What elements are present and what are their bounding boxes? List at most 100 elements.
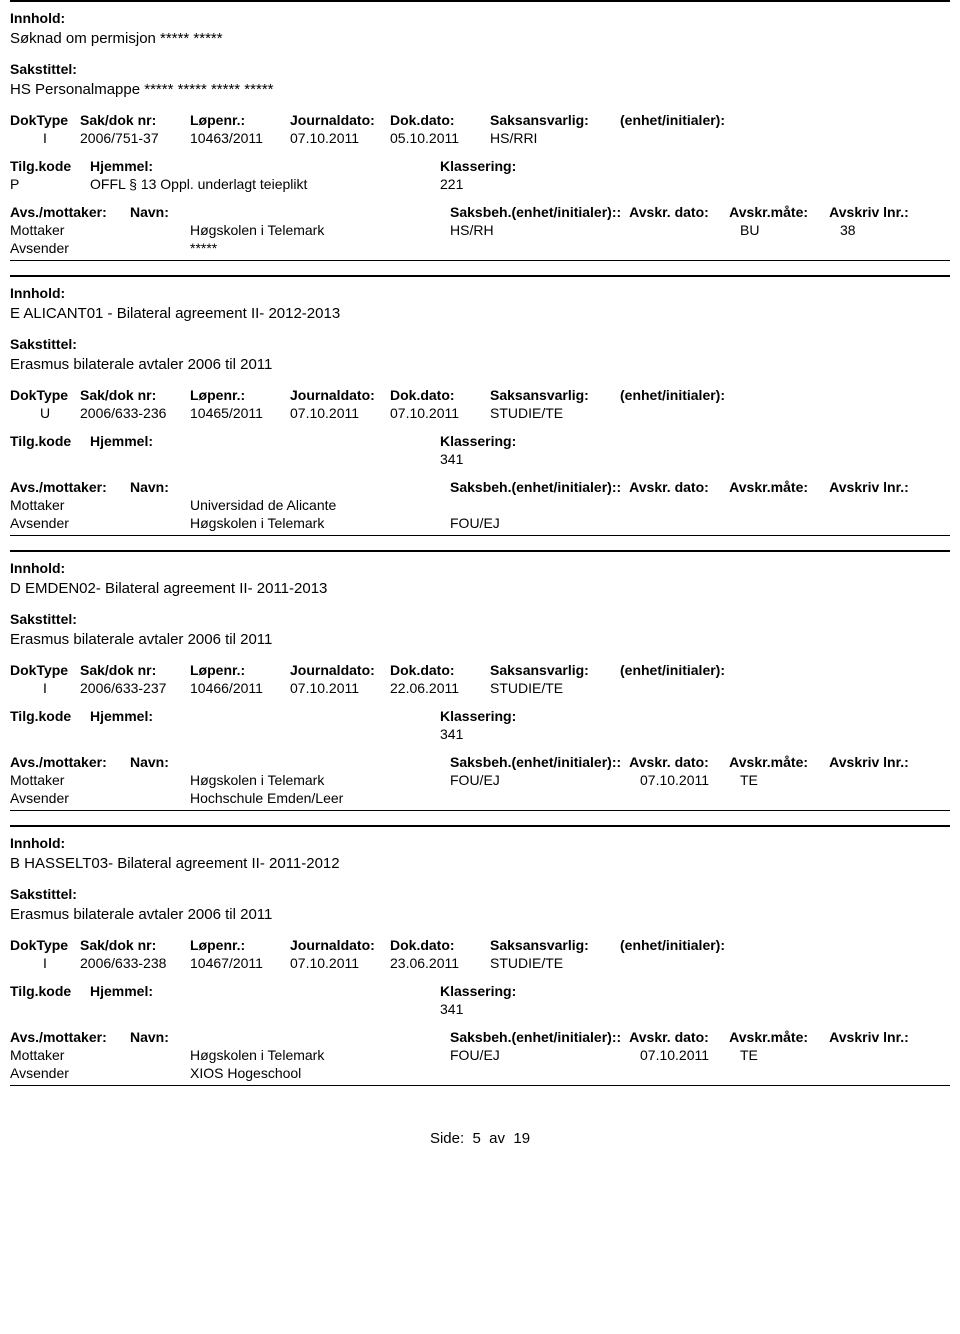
hdr-saksbeh: Saksbeh.(enhet/initialer):: <box>450 754 621 770</box>
hdr-saksbeh: Saksbeh.(enhet/initialer):: <box>450 204 621 220</box>
party-role: Avsender <box>10 240 130 256</box>
party-name: Høgskolen i Telemark <box>190 515 450 531</box>
party-role: Mottaker <box>10 772 130 788</box>
hdr-saksansvarlig: Saksansvarlig: <box>490 112 620 128</box>
val-hjemmel: OFFL § 13 Oppl. underlagt teieplikt <box>90 176 440 192</box>
tilg-header-row: Tilg.kode Hjemmel: Klassering: <box>10 708 950 724</box>
party-avskrlnr <box>840 790 935 806</box>
val-lopenr: 10463/2011 <box>190 130 290 146</box>
sakstittel-label: Sakstittel: <box>10 886 950 902</box>
party-row: Mottaker Høgskolen i Telemark HS/RH BU 3… <box>10 222 950 238</box>
party-name: ***** <box>190 240 450 256</box>
hdr-navn: Navn: <box>130 1029 190 1045</box>
hdr-avsmottaker: Avs./mottaker: <box>10 479 130 495</box>
val-hjemmel <box>90 726 440 742</box>
meta-header-row: DokType Sak/dok nr: Løpenr.: Journaldato… <box>10 937 950 953</box>
hdr-lopenr: Løpenr.: <box>190 662 290 678</box>
meta-header-row: DokType Sak/dok nr: Løpenr.: Journaldato… <box>10 662 950 678</box>
party-avskrdato <box>640 497 740 513</box>
val-saksansvarlig: STUDIE/TE <box>490 955 620 971</box>
val-saksansvarlig: STUDIE/TE <box>490 405 620 421</box>
hdr-avskrmate: Avskr.måte: <box>729 1029 829 1045</box>
val-tilgkode <box>10 451 90 467</box>
party-saksbeh <box>450 1065 555 1081</box>
hdr-doktype: DokType <box>10 937 80 953</box>
hdr-saksansvarlig: Saksansvarlig: <box>490 662 620 678</box>
val-dokdato: 05.10.2011 <box>390 130 490 146</box>
tilg-value-row: 341 <box>10 451 950 467</box>
party-header-row: Avs./mottaker: Navn: Saksbeh.(enhet/init… <box>10 204 950 220</box>
journal-record: Innhold: B HASSELT03- Bilateral agreemen… <box>10 825 950 1100</box>
party-avskrlnr <box>840 240 935 256</box>
hdr-sakdok: Sak/dok nr: <box>80 112 190 128</box>
hdr-dokdato: Dok.dato: <box>390 662 490 678</box>
hdr-avskrdato: Avskr. dato: <box>629 479 729 495</box>
party-name: Universidad de Alicante <box>190 497 450 513</box>
hdr-sakdok: Sak/dok nr: <box>80 387 190 403</box>
val-saksansvarlig: STUDIE/TE <box>490 680 620 696</box>
hdr-hjemmel: Hjemmel: <box>90 708 440 724</box>
tilg-value-row: P OFFL § 13 Oppl. underlagt teieplikt 22… <box>10 176 950 192</box>
party-avskrmate <box>740 790 840 806</box>
party-header-row: Avs./mottaker: Navn: Saksbeh.(enhet/init… <box>10 479 950 495</box>
party-avskrlnr <box>840 515 935 531</box>
hdr-enhet: (enhet/initialer): <box>620 112 750 128</box>
party-saksbeh <box>450 240 555 256</box>
hdr-sakdok: Sak/dok nr: <box>80 937 190 953</box>
hdr-sakdok: Sak/dok nr: <box>80 662 190 678</box>
val-doktype: I <box>10 130 80 146</box>
sakstittel-text: Erasmus bilaterale avtaler 2006 til 2011 <box>10 631 950 648</box>
val-klassering: 341 <box>440 726 660 742</box>
page-number: 5 <box>472 1130 480 1147</box>
party-name: Høgskolen i Telemark <box>190 1047 450 1063</box>
journal-record: Innhold: Søknad om permisjon ***** *****… <box>10 0 950 275</box>
party-row: Mottaker Universidad de Alicante <box>10 497 950 513</box>
val-lopenr: 10466/2011 <box>190 680 290 696</box>
hdr-tilgkode: Tilg.kode <box>10 708 90 724</box>
hdr-lopenr: Løpenr.: <box>190 112 290 128</box>
meta-value-row: I 2006/633-238 10467/2011 07.10.2011 23.… <box>10 955 950 971</box>
side-label: Side: <box>430 1130 464 1147</box>
party-role: Mottaker <box>10 222 130 238</box>
val-dokdato: 23.06.2011 <box>390 955 490 971</box>
tilg-header-row: Tilg.kode Hjemmel: Klassering: <box>10 158 950 174</box>
party-avskrdato: 07.10.2011 <box>640 772 740 788</box>
innhold-text: B HASSELT03- Bilateral agreement II- 201… <box>10 855 950 872</box>
sakstittel-label: Sakstittel: <box>10 611 950 627</box>
party-row: Mottaker Høgskolen i Telemark FOU/EJ 07.… <box>10 772 950 788</box>
party-avskrmate: BU <box>740 222 840 238</box>
hdr-doktype: DokType <box>10 662 80 678</box>
party-role: Avsender <box>10 790 130 806</box>
hdr-tilgkode: Tilg.kode <box>10 433 90 449</box>
record-separator <box>10 1085 950 1086</box>
val-jdato: 07.10.2011 <box>290 130 390 146</box>
hdr-klassering: Klassering: <box>440 983 660 999</box>
hdr-doktype: DokType <box>10 112 80 128</box>
hdr-tilgkode: Tilg.kode <box>10 158 90 174</box>
val-klassering: 341 <box>440 451 660 467</box>
val-tilgkode <box>10 726 90 742</box>
party-avskrmate <box>740 1065 840 1081</box>
meta-value-row: I 2006/633-237 10466/2011 07.10.2011 22.… <box>10 680 950 696</box>
party-row: Avsender Hochschule Emden/Leer <box>10 790 950 806</box>
tilg-header-row: Tilg.kode Hjemmel: Klassering: <box>10 433 950 449</box>
tilg-value-row: 341 <box>10 726 950 742</box>
party-avskrlnr <box>840 1065 935 1081</box>
hdr-klassering: Klassering: <box>440 158 660 174</box>
hdr-avskrmate: Avskr.måte: <box>729 479 829 495</box>
hdr-klassering: Klassering: <box>440 708 660 724</box>
hdr-hjemmel: Hjemmel: <box>90 983 440 999</box>
party-saksbeh <box>450 497 555 513</box>
party-avskrdato <box>640 222 740 238</box>
hdr-avskrdato: Avskr. dato: <box>629 1029 729 1045</box>
hdr-jdato: Journaldato: <box>290 662 390 678</box>
innhold-label: Innhold: <box>10 285 950 301</box>
page-footer: Side: 5 av 19 <box>10 1100 950 1157</box>
innhold-label: Innhold: <box>10 560 950 576</box>
val-jdato: 07.10.2011 <box>290 955 390 971</box>
party-saksbeh: HS/RH <box>450 222 555 238</box>
av-label: av <box>489 1130 505 1147</box>
meta-value-row: U 2006/633-236 10465/2011 07.10.2011 07.… <box>10 405 950 421</box>
party-role: Avsender <box>10 515 130 531</box>
hdr-lopenr: Løpenr.: <box>190 387 290 403</box>
